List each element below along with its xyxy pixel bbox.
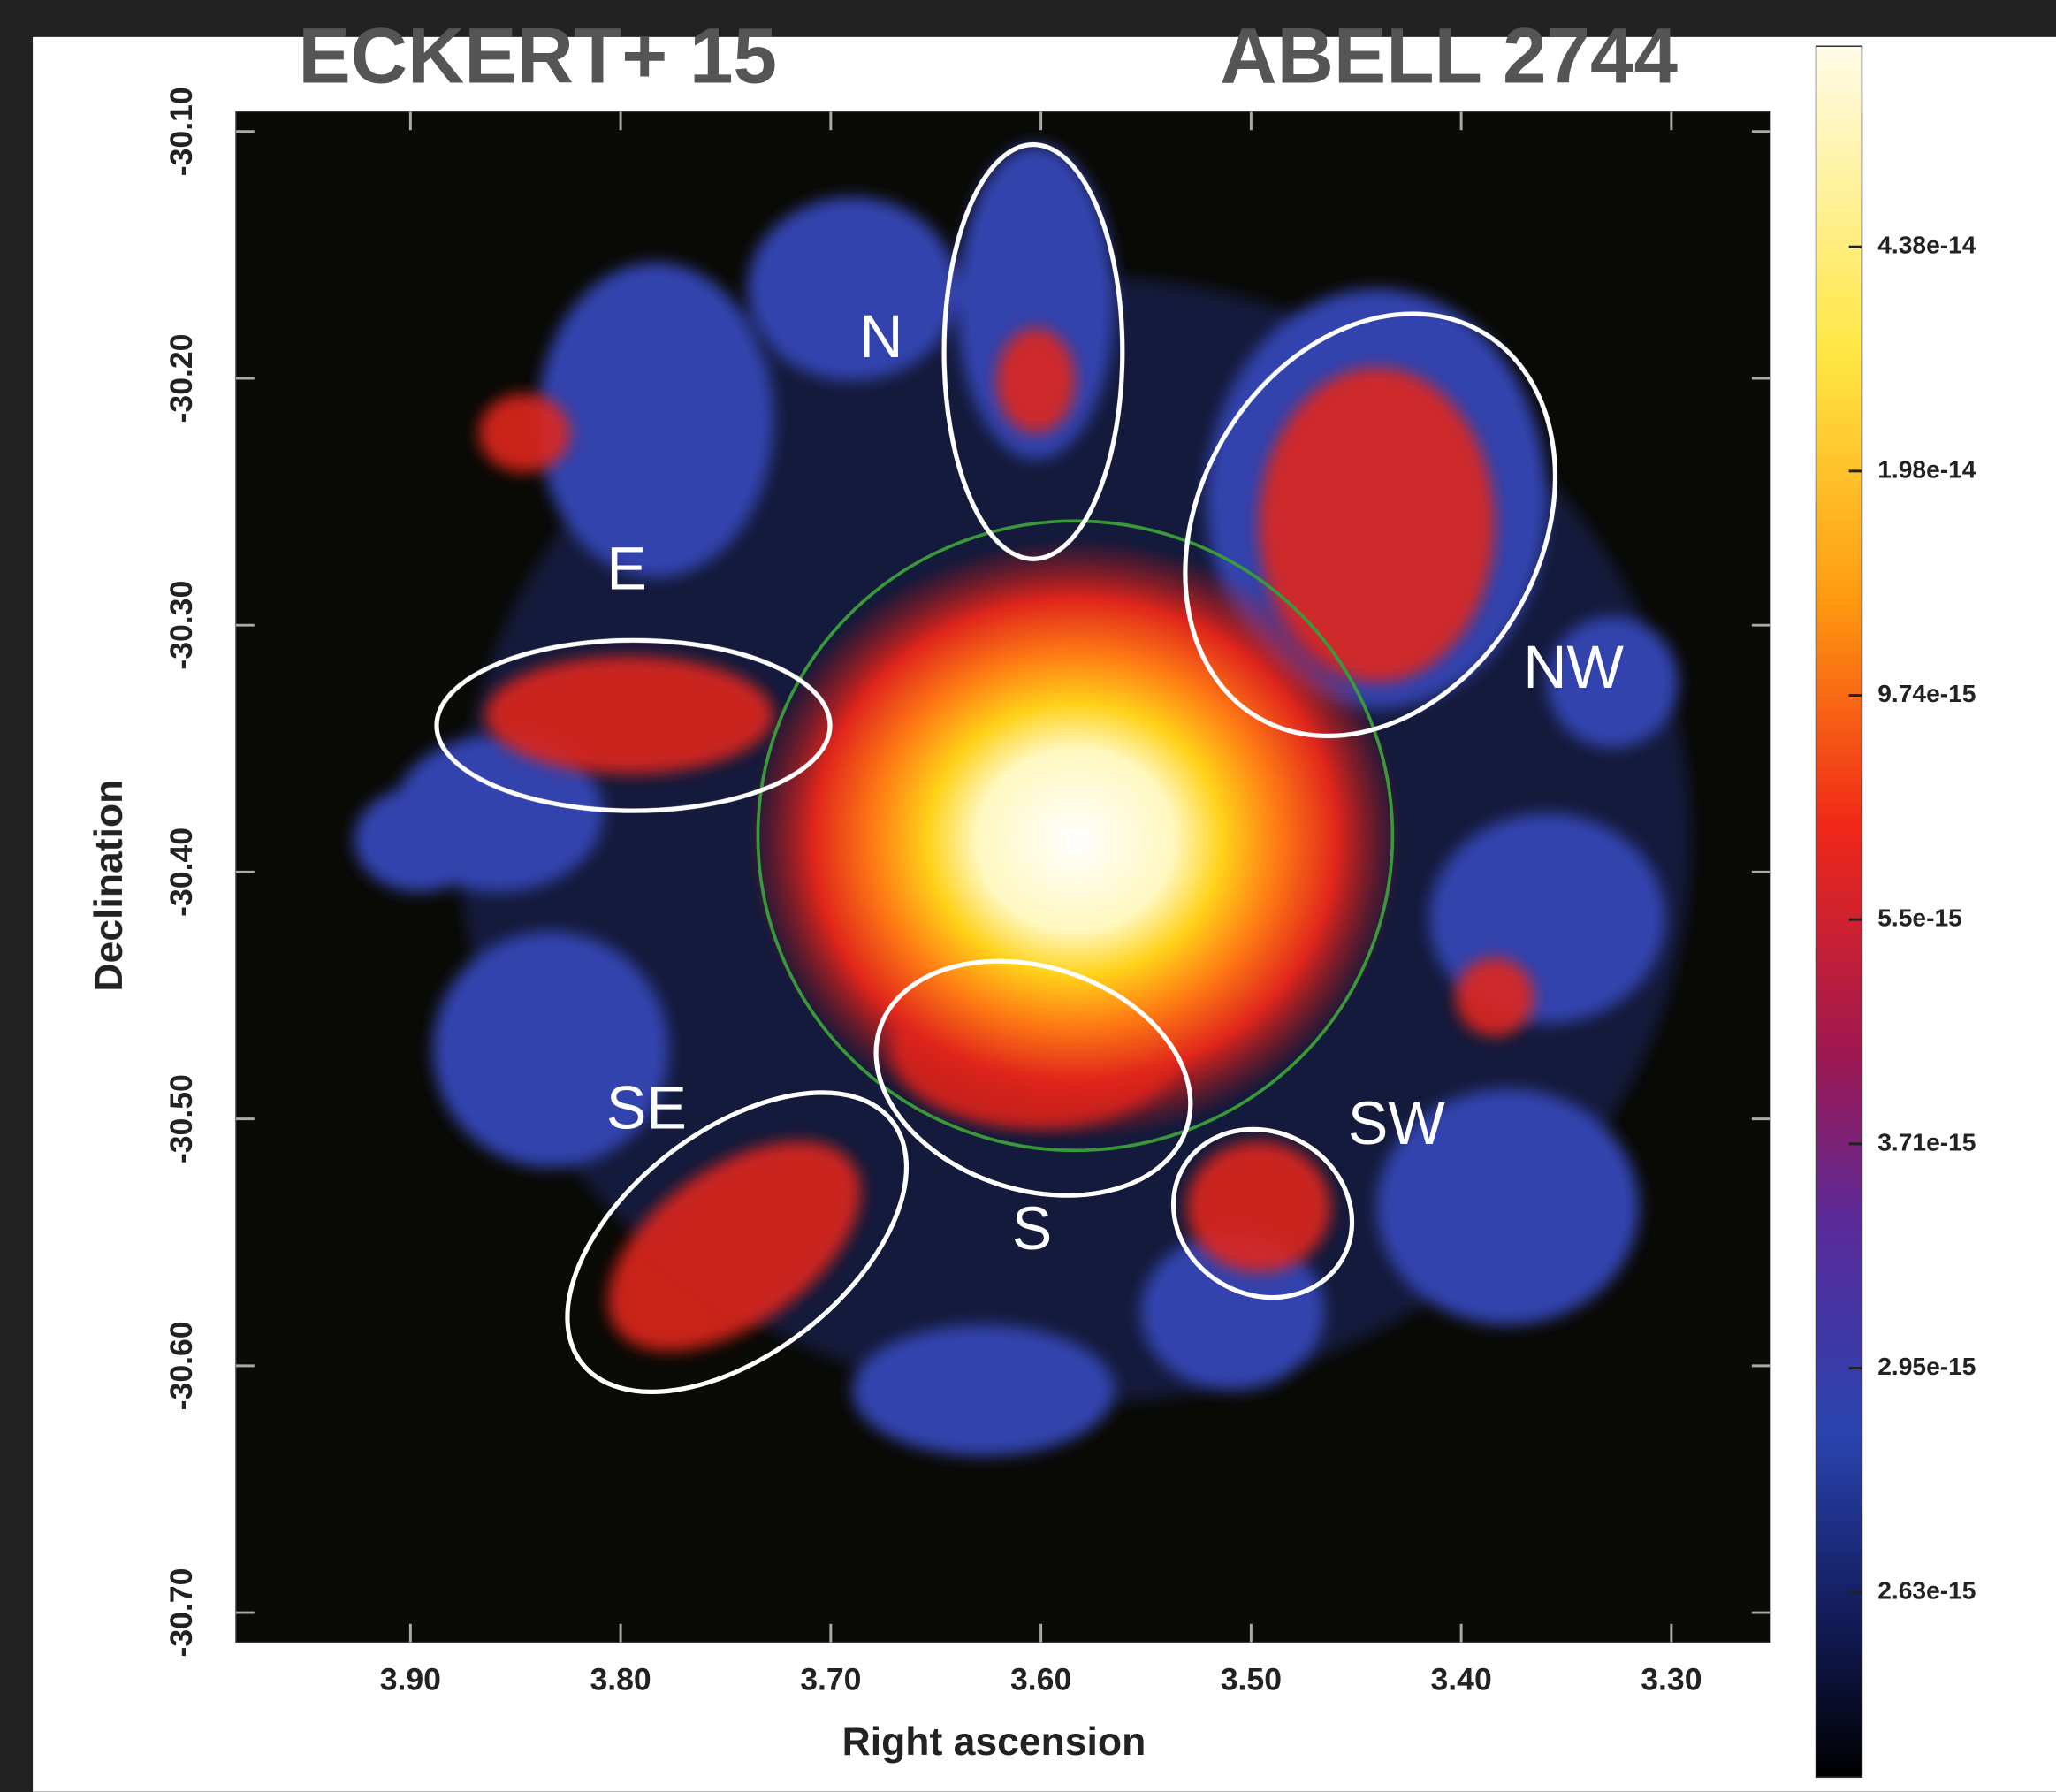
x-tick-label: 3.70 [800,1661,861,1697]
colorbar-tick-label: 3.71e-15 [1877,1127,1976,1155]
x-tick-label: 3.90 [380,1661,441,1697]
colorbar [1816,46,1862,1777]
colorbar-tick-label: 4.38e-14 [1877,231,1976,259]
x-tick-label: 3.60 [1010,1661,1071,1697]
y-tick-label: -30.20 [164,334,199,423]
x-tick-label: 3.80 [590,1661,651,1697]
colorbar-tick-label: 9.74e-15 [1877,679,1976,707]
figure: ECKERT+ 15 ABELL 2744 Right ascension De… [0,0,2056,1792]
y-tick-label: -30.60 [164,1321,199,1410]
y-tick-label: -30.30 [164,581,199,670]
colorbar-tick-label: 1.98e-14 [1877,454,1976,483]
title-right: ABELL 2744 [1220,11,1678,100]
y-tick-label: -30.70 [164,1568,199,1658]
region-label: NW [1523,634,1624,701]
colorbar-tick-label: 2.95e-15 [1877,1352,1976,1380]
y-tick-label: -30.50 [164,1074,199,1163]
x-axis-label: Right ascension [842,1720,1146,1764]
region-label: E [606,536,647,603]
x-tick-label: 3.50 [1221,1661,1282,1697]
colorbar-tick-label: 2.63e-15 [1877,1576,1976,1605]
colorbar-tick-label: 5.5e-15 [1877,904,1962,932]
title-left: ECKERT+ 15 [298,11,777,100]
y-tick-label: -30.40 [164,827,199,917]
region-label: S [1012,1195,1053,1262]
y-tick-label: -30.10 [164,87,199,176]
region-label: N [859,303,902,370]
page: {"chart_data":{"type":"image", "title_le… [0,0,2056,1792]
y-axis-label: Declination [88,780,131,992]
x-tick-label: 3.30 [1641,1661,1702,1697]
region-label: SW [1348,1090,1446,1157]
x-tick-label: 3.40 [1430,1661,1491,1697]
region-label: SE [606,1074,687,1141]
